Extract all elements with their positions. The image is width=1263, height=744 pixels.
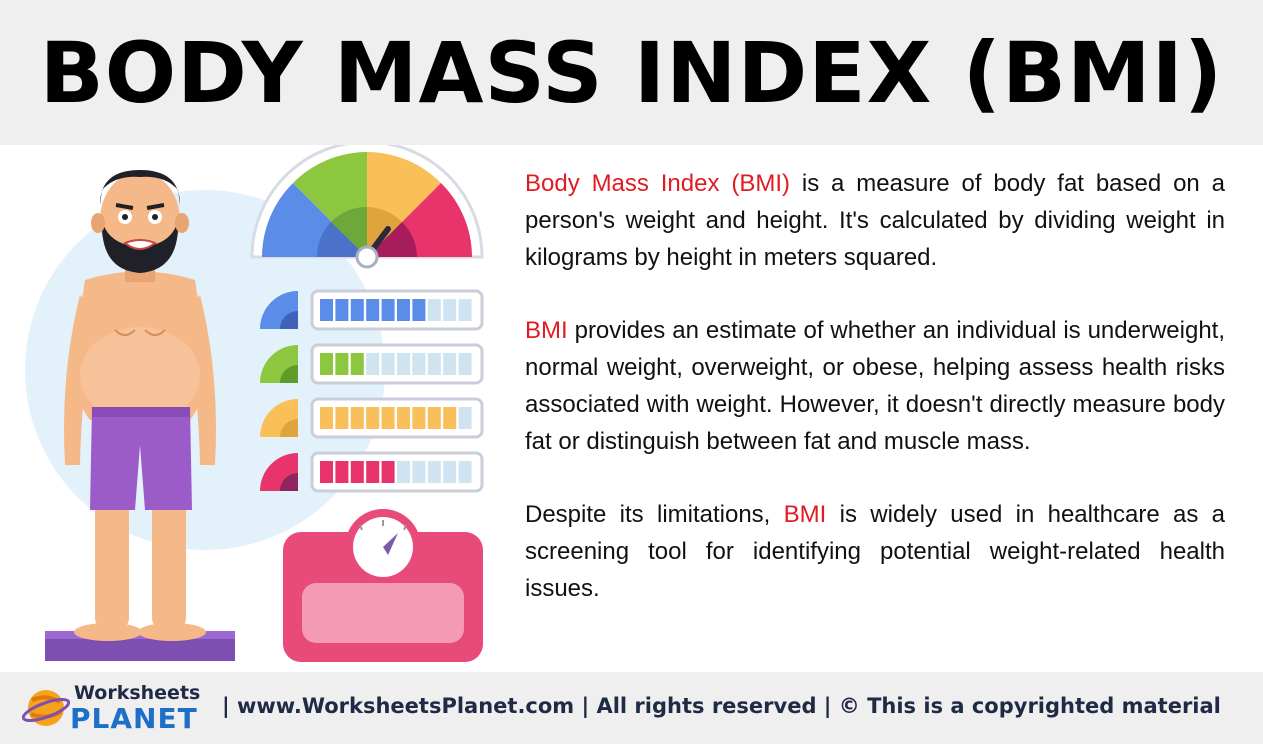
bar-segment bbox=[350, 299, 364, 321]
bar-segment bbox=[335, 299, 349, 321]
highlight-term: BMI bbox=[783, 501, 827, 528]
weighing-scale-icon bbox=[283, 509, 483, 662]
bmi-gauge-icon bbox=[250, 145, 484, 269]
bar-segment bbox=[335, 461, 349, 483]
bar-segment bbox=[427, 353, 441, 375]
bar-segment bbox=[458, 353, 472, 375]
bar-segment bbox=[397, 407, 410, 429]
paragraph-text: provides an estimate of whether an indiv… bbox=[525, 317, 1225, 455]
bmi-bar-row-yellow bbox=[260, 397, 484, 439]
bar-segment bbox=[335, 353, 349, 375]
bar-segment bbox=[366, 299, 380, 321]
bar-segment bbox=[320, 407, 333, 429]
bar-segment bbox=[412, 353, 426, 375]
bar-segment bbox=[350, 353, 364, 375]
bar-segment bbox=[397, 299, 410, 321]
bar-segment bbox=[366, 461, 380, 483]
bar-quarter-inner bbox=[280, 365, 298, 383]
bar-segment bbox=[458, 407, 472, 429]
bmi-bar-row-blue bbox=[260, 289, 484, 331]
logo-line2: PLANET bbox=[70, 702, 198, 735]
paragraph-definition: Body Mass Index (BMI) is a measure of bo… bbox=[525, 165, 1225, 276]
title-banner: BODY MASS INDEX (BMI) bbox=[0, 0, 1263, 145]
paragraph-text: Despite its limitations, bbox=[525, 501, 784, 528]
paragraph-usage: Despite its limitations, BMI is widely u… bbox=[525, 496, 1225, 607]
bar-segment bbox=[350, 461, 364, 483]
bar-segment bbox=[320, 461, 333, 483]
bmi-illustration bbox=[0, 145, 500, 672]
bar-segment bbox=[443, 353, 457, 375]
footer: Worksheets PLANET | www.WorksheetsPlanet… bbox=[0, 672, 1263, 744]
bar-segment bbox=[443, 407, 457, 429]
bar-segment bbox=[397, 353, 410, 375]
man-on-scale-illustration bbox=[45, 170, 235, 661]
bar-segment bbox=[381, 353, 395, 375]
bar-segment bbox=[443, 461, 457, 483]
bar-segment bbox=[427, 461, 441, 483]
bar-segment bbox=[412, 461, 426, 483]
bmi-bar-row-green bbox=[260, 343, 484, 385]
bar-segment bbox=[366, 353, 380, 375]
bar-segment bbox=[458, 461, 472, 483]
logo-line1: Worksheets bbox=[74, 682, 201, 704]
bar-segment bbox=[412, 299, 426, 321]
bar-segment bbox=[381, 407, 395, 429]
bar-segment bbox=[320, 353, 333, 375]
bar-segment bbox=[412, 407, 426, 429]
highlight-term: Body Mass Index (BMI) bbox=[525, 170, 790, 197]
bar-quarter-inner bbox=[280, 311, 298, 329]
bar-segment bbox=[427, 299, 441, 321]
bmi-level-bars bbox=[260, 289, 484, 493]
bmi-bar-row-pink bbox=[260, 451, 484, 493]
footer-copyright: | www.WorksheetsPlanet.com | All rights … bbox=[222, 694, 1221, 718]
planet-logo-icon bbox=[22, 690, 70, 726]
bar-quarter-inner bbox=[280, 419, 298, 437]
bar-segment bbox=[381, 299, 395, 321]
bar-quarter-inner bbox=[280, 473, 298, 491]
page-title: BODY MASS INDEX (BMI) bbox=[39, 23, 1224, 122]
bar-segment bbox=[335, 407, 349, 429]
worksheets-planet-logo[interactable]: Worksheets PLANET bbox=[22, 680, 202, 736]
highlight-term: BMI bbox=[525, 317, 568, 344]
bar-segment bbox=[320, 299, 333, 321]
bar-segment bbox=[381, 461, 395, 483]
bar-segment bbox=[427, 407, 441, 429]
bar-segment bbox=[397, 461, 410, 483]
paragraph-text: is a measure of body fat based on a pers… bbox=[525, 170, 1225, 271]
paragraph-text: is widely used in healthcare as a screen… bbox=[525, 501, 1226, 602]
description-text: Body Mass Index (BMI) is a measure of bo… bbox=[525, 165, 1225, 643]
bar-segment bbox=[443, 299, 457, 321]
bar-segment bbox=[366, 407, 380, 429]
paragraph-estimate: BMI provides an estimate of whether an i… bbox=[525, 312, 1225, 460]
bar-segment bbox=[350, 407, 364, 429]
illustration-svg bbox=[25, 145, 484, 662]
bar-segment bbox=[458, 299, 472, 321]
